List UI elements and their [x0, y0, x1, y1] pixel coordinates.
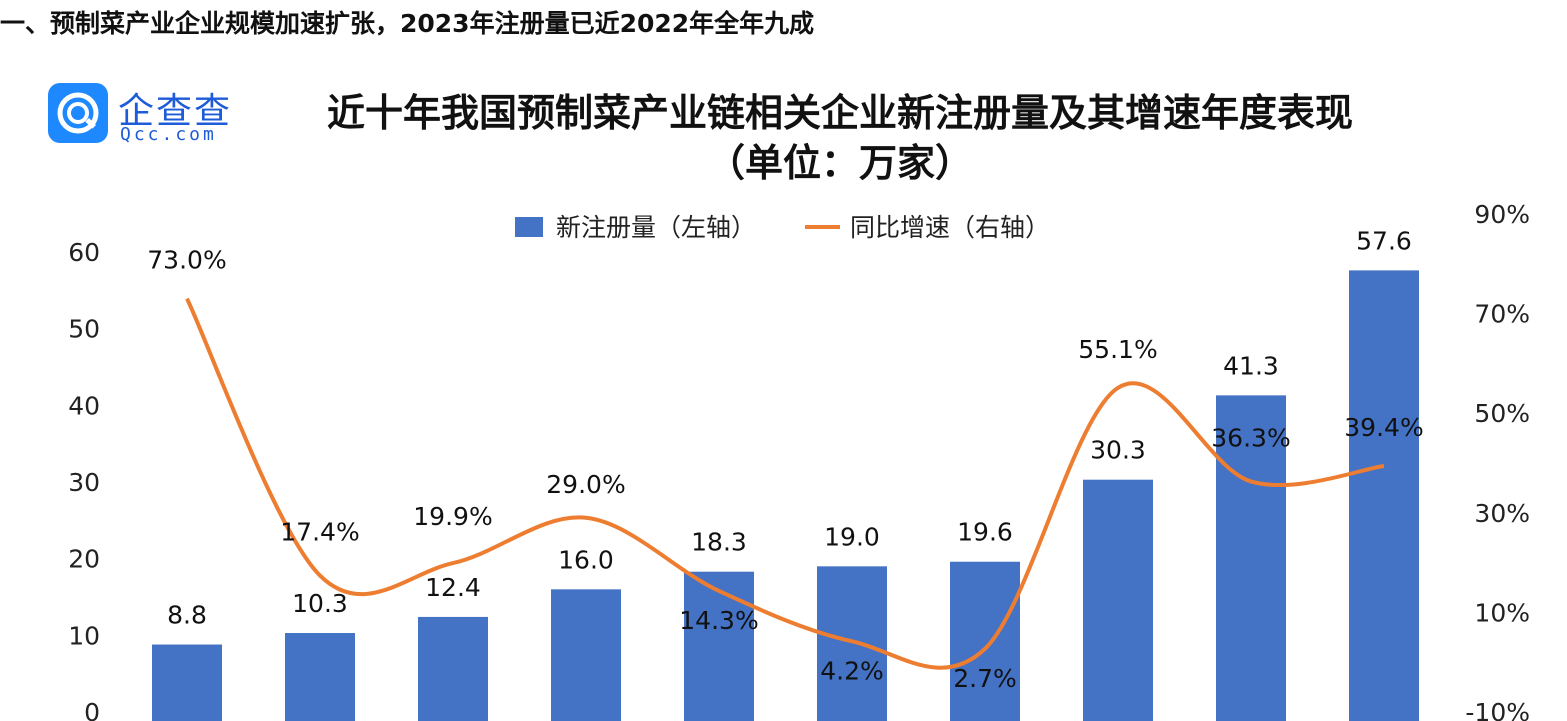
legend-swatch-bar	[515, 217, 543, 237]
bar	[285, 633, 355, 721]
right-axis-tick: 50%	[1474, 399, 1530, 428]
left-axis-tick: 50	[68, 315, 100, 344]
right-axis-tick: 30%	[1474, 499, 1530, 528]
left-axis-tick: 20	[68, 545, 100, 574]
logo-name: 企查查	[118, 91, 233, 132]
chart-title: 近十年我国预制菜产业链相关企业新注册量及其增速年度表现	[326, 91, 1353, 135]
bar	[1083, 479, 1153, 721]
bar	[418, 616, 488, 721]
right-axis-tick: 10%	[1474, 598, 1530, 627]
bar-data-label: 19.6	[957, 518, 1013, 547]
legend-label-bar: 新注册量（左轴）	[556, 213, 756, 242]
bar	[817, 566, 887, 721]
legend: 新注册量（左轴） 同比增速（右轴）	[515, 213, 1050, 242]
bar-data-label: 30.3	[1090, 436, 1146, 465]
bar	[551, 589, 621, 721]
bar	[1349, 270, 1419, 721]
growth-line	[185, 297, 1385, 670]
line-data-label: 2.7%	[953, 664, 1017, 693]
right-axis-tick: 70%	[1474, 300, 1530, 329]
bar-data-label: 12.4	[425, 573, 481, 602]
bar-data-label: 10.3	[292, 589, 348, 618]
legend-label-line: 同比增速（右轴）	[850, 213, 1050, 242]
section-heading: 一、预制菜产业企业规模加速扩张，2023年注册量已近2022年全年九成	[0, 9, 815, 38]
left-axis-tick: 10	[68, 621, 100, 650]
line-data-label: 14.3%	[679, 606, 758, 635]
bar	[1216, 395, 1286, 721]
line-data-label: 17.4%	[280, 518, 359, 547]
right-axis-tick: -10%	[1465, 698, 1530, 721]
line-data-label: 55.1%	[1078, 335, 1157, 364]
right-axis-tick: 90%	[1474, 200, 1530, 229]
line-data-label: 29.0%	[546, 470, 625, 499]
bar-data-label: 8.8	[167, 601, 207, 630]
left-axis-tick: 40	[68, 391, 100, 420]
bar-data-label: 57.6	[1356, 226, 1412, 255]
bar-data-label: 18.3	[691, 528, 747, 557]
chart-subtitle: （单位：万家）	[706, 141, 973, 185]
qcc-logo-icon	[48, 83, 108, 143]
line-data-label: 4.2%	[820, 656, 884, 685]
bar	[950, 561, 1020, 721]
line-data-label: 39.4%	[1344, 413, 1423, 442]
line-data-label: 36.3%	[1211, 423, 1290, 452]
left-axis-tick: 0	[84, 698, 100, 721]
left-axis-tick: 60	[68, 238, 100, 267]
logo-subtext: Qcc.com	[120, 124, 217, 145]
bar-data-label: 16.0	[558, 545, 614, 574]
bar-data-label: 19.0	[824, 522, 880, 551]
bar	[684, 571, 754, 721]
bar	[152, 644, 222, 721]
bar-data-label: 41.3	[1223, 351, 1279, 380]
line-data-label: 73.0%	[147, 246, 226, 275]
line-data-label: 19.9%	[413, 502, 492, 531]
left-axis-tick: 30	[68, 468, 100, 497]
